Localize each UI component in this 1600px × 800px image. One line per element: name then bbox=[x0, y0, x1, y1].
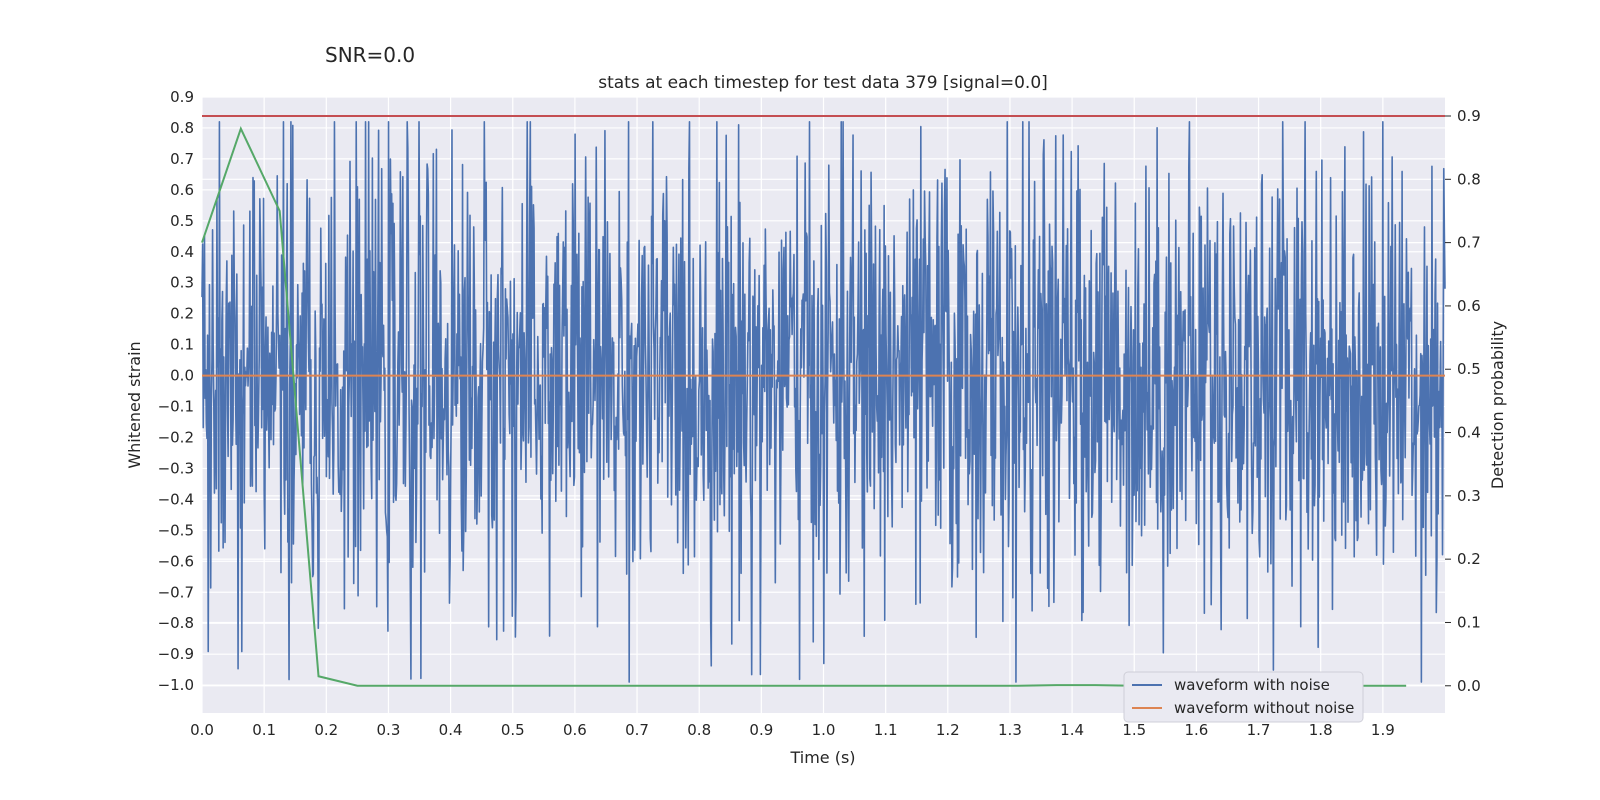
y2-tick-label: 0.1 bbox=[1457, 613, 1481, 631]
x-tick-label: 0.5 bbox=[501, 721, 525, 739]
x-axis-label: Time (s) bbox=[789, 748, 855, 767]
x-tick-label: 0.8 bbox=[687, 721, 711, 739]
y-axis-label: Whitened strain bbox=[125, 341, 144, 468]
x-tick-label: 0.4 bbox=[439, 721, 463, 739]
x-tick-label: 0.1 bbox=[252, 721, 276, 739]
y2-axis-label: Detection probability bbox=[1488, 321, 1507, 489]
y2-axis-ticks: 0.9 0.8 0.7 0.6 0.5 0.4 0.3 0.2 0.1 0.0 bbox=[1445, 107, 1481, 695]
y-tick-label: 0.2 bbox=[170, 305, 194, 323]
y-tick-label: 0.4 bbox=[170, 243, 194, 261]
y2-tick-label: 0.7 bbox=[1457, 234, 1481, 252]
y-tick-label: −0.6 bbox=[158, 552, 194, 570]
y-tick-label: −0.9 bbox=[158, 645, 194, 663]
y-tick-label: 0.8 bbox=[170, 119, 194, 137]
x-tick-label: 0.2 bbox=[314, 721, 338, 739]
legend-box bbox=[1123, 671, 1364, 723]
x-tick-label: 1.9 bbox=[1371, 721, 1395, 739]
y-tick-label: 0.9 bbox=[170, 88, 194, 106]
x-tick-label: 1.7 bbox=[1247, 721, 1271, 739]
suptitle: SNR=0.0 bbox=[325, 43, 415, 67]
x-tick-label: 1.4 bbox=[1060, 721, 1084, 739]
legend-entry-noise: waveform with noise bbox=[1174, 676, 1330, 694]
x-tick-label: 0.9 bbox=[749, 721, 773, 739]
x-tick-label: 1.2 bbox=[936, 721, 960, 739]
y2-tick-label: 0.9 bbox=[1457, 107, 1481, 125]
legend-entry-clean: waveform without noise bbox=[1174, 699, 1354, 717]
x-tick-label: 1.0 bbox=[812, 721, 836, 739]
y-tick-label: 0.6 bbox=[170, 181, 194, 199]
y2-tick-label: 0.3 bbox=[1457, 487, 1481, 505]
y-tick-label: 0.3 bbox=[170, 274, 194, 292]
y-tick-label: −0.5 bbox=[158, 521, 194, 539]
line-waveform-with-noise bbox=[201, 120, 1446, 683]
y-tick-label: −0.7 bbox=[158, 583, 194, 601]
series-waveform-with-noise bbox=[201, 120, 1446, 683]
y-tick-label: −0.4 bbox=[158, 490, 194, 508]
x-tick-label: 0.7 bbox=[625, 721, 649, 739]
x-tick-label: 0.0 bbox=[190, 721, 214, 739]
x-tick-label: 1.5 bbox=[1122, 721, 1146, 739]
y-axis-ticks: 0.9 0.8 0.7 0.6 0.5 0.4 0.3 0.2 0.1 0.0 −0.1 −0.2 −0… bbox=[158, 88, 194, 694]
y-tick-label: −0.1 bbox=[158, 398, 194, 416]
chart-title: stats at each timestep for test data 379… bbox=[598, 73, 1048, 93]
y2-tick-label: 0.2 bbox=[1457, 550, 1481, 568]
x-tick-label: 1.1 bbox=[874, 721, 898, 739]
y2-tick-label: 0.6 bbox=[1457, 297, 1481, 315]
y2-tick-label: 0.5 bbox=[1457, 360, 1481, 378]
y-tick-label: 0.1 bbox=[170, 336, 194, 354]
y-tick-label: 0.5 bbox=[170, 212, 194, 230]
y2-tick-label: 0.8 bbox=[1457, 170, 1481, 188]
x-tick-label: 0.6 bbox=[563, 721, 587, 739]
x-tick-label: 0.3 bbox=[377, 721, 401, 739]
y-tick-label: −1.0 bbox=[158, 676, 194, 694]
x-tick-label: 1.8 bbox=[1309, 721, 1333, 739]
y-tick-label: −0.3 bbox=[158, 459, 194, 477]
y2-tick-label: 0.0 bbox=[1457, 677, 1481, 695]
y-tick-label: 0.7 bbox=[170, 150, 194, 168]
legend: waveform with noise waveform without noi… bbox=[1123, 671, 1364, 723]
y-tick-label: −0.8 bbox=[158, 614, 194, 632]
y2-tick-label: 0.4 bbox=[1457, 424, 1481, 442]
x-tick-label: 1.6 bbox=[1184, 721, 1208, 739]
x-tick-label: 1.3 bbox=[998, 721, 1022, 739]
x-axis-ticks: 0.0 0.1 0.2 0.3 0.4 0.5 0.6 0.7 0.8 0.9 1.0 1.1 1.2 1… bbox=[190, 721, 1395, 739]
y-tick-label: −0.2 bbox=[158, 429, 194, 447]
y-tick-label: 0.0 bbox=[170, 367, 194, 385]
